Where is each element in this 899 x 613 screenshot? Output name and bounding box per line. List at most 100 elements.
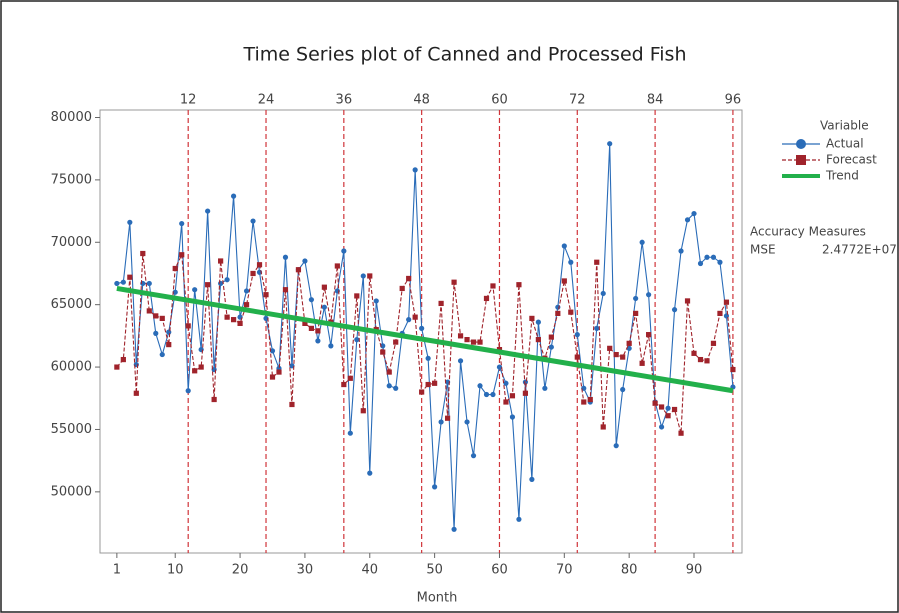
point — [704, 255, 709, 260]
point — [354, 337, 359, 342]
point — [341, 248, 346, 253]
point — [309, 297, 314, 302]
point — [387, 383, 392, 388]
point — [503, 399, 508, 404]
point — [426, 356, 431, 361]
point — [581, 399, 586, 404]
frame — [1, 1, 898, 612]
period-label: 96 — [725, 93, 742, 108]
legend-marker — [796, 139, 806, 149]
point — [432, 484, 437, 489]
point — [257, 262, 262, 267]
point — [218, 281, 223, 286]
y-tick-label: 65000 — [51, 297, 92, 312]
point — [614, 352, 619, 357]
period-label: 36 — [336, 93, 353, 108]
x-tick-label: 40 — [361, 563, 378, 578]
point — [445, 416, 450, 421]
point — [594, 326, 599, 331]
point — [367, 471, 372, 476]
point — [620, 387, 625, 392]
y-tick-label: 50000 — [51, 484, 92, 499]
point — [244, 302, 249, 307]
legend-title: Variable — [820, 119, 869, 133]
point — [263, 292, 268, 297]
point — [361, 273, 366, 278]
point — [160, 316, 165, 321]
point — [186, 388, 191, 393]
point — [341, 382, 346, 387]
point — [711, 341, 716, 346]
point — [685, 298, 690, 303]
point — [477, 340, 482, 345]
point — [458, 333, 463, 338]
point — [173, 266, 178, 271]
point — [413, 315, 418, 320]
point — [186, 323, 191, 328]
point — [393, 340, 398, 345]
chart-title: Time Series plot of Canned and Processed… — [242, 44, 686, 66]
point — [672, 407, 677, 412]
point — [270, 374, 275, 379]
point — [225, 315, 230, 320]
point — [426, 382, 431, 387]
point — [601, 291, 606, 296]
point — [276, 369, 281, 374]
point — [250, 218, 255, 223]
point — [627, 341, 632, 346]
point — [199, 347, 204, 352]
point — [464, 337, 469, 342]
point — [484, 392, 489, 397]
point — [529, 316, 534, 321]
y-tick-label: 70000 — [51, 235, 92, 250]
point — [302, 258, 307, 263]
point — [698, 261, 703, 266]
point — [653, 401, 658, 406]
point — [406, 317, 411, 322]
point — [730, 367, 735, 372]
point — [121, 280, 126, 285]
point — [283, 255, 288, 260]
point — [451, 527, 456, 532]
point — [361, 408, 366, 413]
point — [439, 419, 444, 424]
x-tick-label: 30 — [297, 563, 314, 578]
point — [315, 328, 320, 333]
point — [387, 369, 392, 374]
point — [127, 220, 132, 225]
point — [121, 357, 126, 362]
point — [283, 287, 288, 292]
y-tick-label: 55000 — [51, 422, 92, 437]
point — [179, 221, 184, 226]
point — [678, 431, 683, 436]
point — [672, 307, 677, 312]
point — [523, 379, 528, 384]
point — [477, 383, 482, 388]
point — [471, 453, 476, 458]
point — [568, 310, 573, 315]
x-tick-label: 20 — [232, 563, 249, 578]
point — [458, 358, 463, 363]
point — [717, 311, 722, 316]
point — [393, 386, 398, 391]
point — [640, 361, 645, 366]
point — [147, 308, 152, 313]
point — [205, 282, 210, 287]
point — [555, 305, 560, 310]
point — [367, 273, 372, 278]
point — [484, 296, 489, 301]
point — [549, 344, 554, 349]
point — [691, 211, 696, 216]
point — [212, 397, 217, 402]
point — [432, 381, 437, 386]
x-axis-label: Month — [417, 591, 458, 606]
point — [555, 311, 560, 316]
point — [536, 337, 541, 342]
point — [665, 413, 670, 418]
point — [633, 311, 638, 316]
point — [685, 217, 690, 222]
point — [244, 288, 249, 293]
point — [451, 280, 456, 285]
point — [380, 349, 385, 354]
point — [607, 346, 612, 351]
